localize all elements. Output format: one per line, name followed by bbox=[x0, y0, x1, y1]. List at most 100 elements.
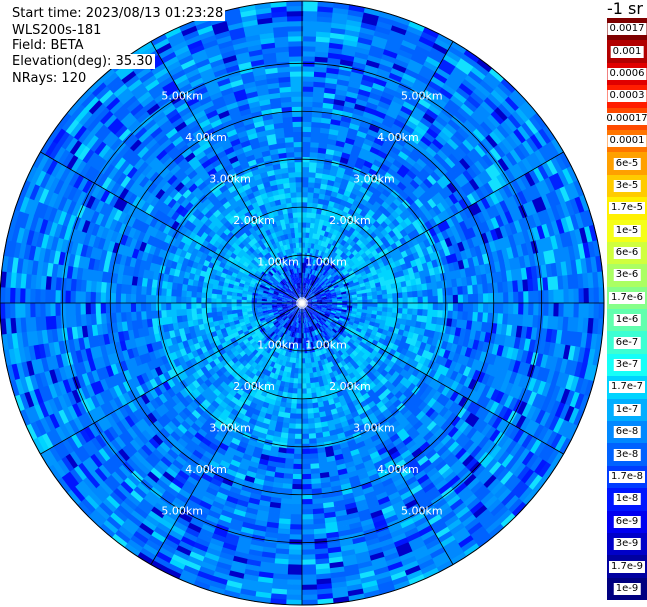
range-gate bbox=[446, 182, 458, 195]
range-gate bbox=[500, 120, 515, 136]
range-gate bbox=[423, 238, 432, 249]
range-gate bbox=[508, 195, 519, 210]
range-gate bbox=[325, 280, 331, 286]
range-gate bbox=[502, 184, 514, 199]
range-gate bbox=[414, 45, 432, 57]
range-gate bbox=[315, 172, 324, 179]
range-gate bbox=[313, 71, 328, 78]
range-gate bbox=[313, 223, 320, 230]
range-gate bbox=[453, 130, 467, 144]
range-gate bbox=[364, 64, 380, 74]
range-gate bbox=[456, 126, 471, 140]
range-gate bbox=[321, 275, 326, 281]
range-gate bbox=[356, 93, 370, 103]
range-gate bbox=[431, 195, 442, 206]
range-gate bbox=[313, 228, 319, 235]
range-gate bbox=[337, 263, 344, 270]
range-gate bbox=[352, 267, 360, 273]
range-gate bbox=[458, 209, 469, 222]
range-gate bbox=[408, 192, 419, 203]
range-gate bbox=[481, 169, 493, 184]
range-gate bbox=[302, 25, 318, 32]
range-gate bbox=[316, 296, 322, 300]
range-gate bbox=[557, 170, 570, 188]
range-gate bbox=[319, 132, 330, 140]
range-gate bbox=[449, 95, 465, 109]
range-gate bbox=[541, 209, 552, 225]
range-gate bbox=[415, 102, 430, 114]
range-gate bbox=[359, 147, 371, 157]
range-gate bbox=[464, 74, 481, 89]
range-gate bbox=[311, 269, 315, 275]
range-gate bbox=[309, 279, 313, 285]
range-gate bbox=[501, 99, 517, 116]
range-gate bbox=[498, 187, 510, 201]
range-gate bbox=[335, 278, 342, 283]
range-gate bbox=[482, 312, 489, 324]
range-gate bbox=[346, 267, 354, 273]
range-gate bbox=[413, 175, 424, 186]
range-gate bbox=[320, 122, 332, 130]
range-gate bbox=[321, 173, 330, 180]
range-gate bbox=[288, 529, 302, 535]
range-gate bbox=[332, 252, 338, 259]
range-gate bbox=[389, 278, 396, 285]
range-gate bbox=[325, 292, 332, 296]
range-gate bbox=[432, 71, 449, 85]
range-gate bbox=[472, 213, 482, 226]
range-gate bbox=[302, 131, 312, 138]
range-gate bbox=[406, 25, 424, 37]
range-gate bbox=[508, 291, 514, 304]
range-gate bbox=[564, 231, 574, 248]
range-gate bbox=[326, 296, 333, 300]
range-gate bbox=[522, 229, 532, 244]
range-gate bbox=[532, 315, 539, 329]
range-gate bbox=[499, 225, 509, 239]
range-gate bbox=[327, 248, 333, 256]
range-gate bbox=[415, 207, 425, 218]
range-gate bbox=[397, 150, 410, 161]
range-gate bbox=[331, 280, 338, 286]
range-gate bbox=[506, 182, 519, 197]
range-gate bbox=[497, 157, 510, 173]
range-gate bbox=[351, 187, 360, 196]
range-gate bbox=[423, 178, 434, 189]
range-gate bbox=[301, 433, 310, 440]
range-gate bbox=[503, 236, 512, 250]
range-gate bbox=[489, 131, 503, 146]
range-gate bbox=[393, 185, 404, 195]
range-gate bbox=[525, 119, 540, 136]
range-gate bbox=[387, 150, 399, 160]
range-gate bbox=[326, 184, 334, 192]
range-gate bbox=[325, 72, 340, 80]
range-gate bbox=[492, 282, 499, 294]
range-gate bbox=[399, 190, 410, 201]
range-gate bbox=[450, 134, 464, 147]
range-gate bbox=[454, 212, 465, 224]
range-gate bbox=[522, 279, 529, 293]
range-gate bbox=[322, 168, 331, 176]
range-gate bbox=[536, 225, 546, 241]
range-gate bbox=[367, 306, 373, 311]
range-gate bbox=[538, 146, 552, 163]
range-gate bbox=[402, 123, 416, 135]
range-gate bbox=[331, 272, 338, 278]
range-gate bbox=[568, 288, 575, 305]
range-gate bbox=[301, 408, 308, 415]
range-gate bbox=[302, 237, 306, 243]
range-gate bbox=[431, 281, 438, 290]
range-gate bbox=[537, 164, 550, 181]
range-gate bbox=[302, 56, 316, 62]
range-gate bbox=[592, 271, 599, 289]
range-gate bbox=[367, 96, 381, 106]
range-gate bbox=[403, 34, 420, 46]
range-gate bbox=[342, 305, 348, 308]
range-gate bbox=[481, 153, 495, 168]
range-gate bbox=[445, 227, 455, 239]
range-gate bbox=[404, 96, 419, 108]
range-gate bbox=[487, 93, 503, 108]
range-gate bbox=[374, 282, 382, 288]
range-gate bbox=[425, 275, 432, 284]
range-gate bbox=[394, 58, 410, 69]
range-gate bbox=[365, 101, 379, 111]
